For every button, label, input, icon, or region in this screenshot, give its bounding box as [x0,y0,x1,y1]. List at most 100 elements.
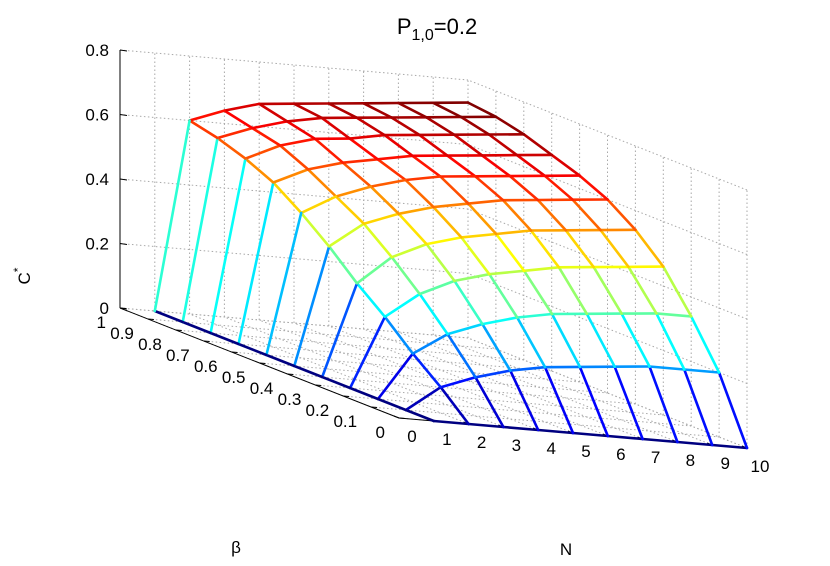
surface-edge [299,211,331,248]
surface-edge [494,232,526,273]
surface-edge [439,175,470,205]
y-tick-mark [175,329,182,331]
surface-edge [613,365,644,441]
surface-edge [634,228,665,268]
surface-edge [487,133,519,157]
tick-labels: 00.20.40.60.800.10.20.30.40.50.60.70.80.… [85,41,769,476]
x-tick-label: 8 [686,451,695,470]
z-tick-mark [119,49,128,52]
y-tick-mark [343,395,350,397]
surface-edge [265,353,296,368]
surface-edge [223,102,261,112]
surface-mesh [153,101,749,450]
surface-edge [306,168,338,198]
surface-edge [543,365,575,435]
surface-edge [432,202,470,209]
surface-edge [355,116,386,137]
surface-edge [522,265,561,273]
x-tick-label: 0 [407,427,416,446]
surface-edge [348,386,380,401]
surface-edge [689,315,721,374]
surface-edge [411,154,442,178]
surface-edge [320,116,352,140]
surface-edge [522,269,554,316]
surface-edge [285,120,317,141]
surface-edge [487,272,519,319]
surface-edge [209,157,247,335]
surface-edge [474,375,505,429]
surface-edge [369,178,407,188]
surface-edge [320,375,352,390]
z-tick-label: 0.6 [85,106,109,125]
surface-edge [431,101,463,119]
surface-edge [487,269,526,276]
surface-edge [223,109,254,130]
y-tick-mark [371,406,378,408]
surface-edge [606,434,644,441]
y-tick-label: 1 [97,313,106,332]
surface-edge [376,154,414,161]
surface-edge [474,369,512,379]
surface-edge [292,364,324,379]
surface-edge [411,332,449,355]
surface-edge [515,316,547,369]
surface-edge [327,102,359,119]
x-axis-label: N [560,540,572,559]
surface-edge [466,101,498,119]
surface-edge [522,133,554,157]
surface-edge [418,133,449,157]
z-tick-mark [119,243,128,245]
surface-edge [397,101,428,119]
y-tick-label: 0.1 [333,412,357,431]
surface-edge [216,126,254,140]
surface-edge [376,352,415,401]
surface-edge [418,292,449,336]
surface-edge [153,119,191,313]
surface-edge [439,375,477,389]
surface-edge [209,331,240,346]
z-tick-label: 0.8 [85,41,109,60]
surface-edge [655,312,686,371]
surface-edge [181,136,219,324]
surface-edge [362,222,394,259]
surface-edge [320,281,359,379]
y-tick-label: 0.5 [222,368,246,387]
surface-edge [564,229,596,269]
surface-edge [648,365,679,444]
y-tick-label: 0.2 [306,401,330,420]
surface-edge [571,198,602,232]
grid-layer [119,49,748,449]
surface-edge [327,245,359,285]
surface-edge [383,133,414,158]
surface-edge [355,255,394,285]
surface-edge [432,205,463,239]
surface-edge [390,116,421,137]
surface-edge [494,115,526,136]
surface-edge [445,154,477,178]
surface-edge [292,102,324,120]
surface-edge [404,408,436,423]
surface-edge [418,279,456,296]
surface-edge [508,369,540,432]
y-tick-label: 0.7 [166,346,190,365]
surface-edge [390,255,422,296]
surface-edge [348,315,387,390]
surface-edge [655,312,693,318]
surface-edge [557,265,589,316]
x-tick-label: 7 [651,448,660,467]
surface-edge [244,157,275,184]
surface-edge [383,292,422,319]
surface-edge [480,154,512,178]
z-tick-mark [119,114,128,116]
surface-edge [404,175,442,182]
x-tick-label: 3 [512,436,521,455]
surface-edge [376,158,407,182]
surface-edge [404,385,443,412]
surface-edge [278,137,317,147]
surface-edge [251,120,289,130]
surface-edge [341,158,380,164]
surface-edge [550,312,582,369]
x-tick-label: 1 [442,430,451,449]
surface-edge [244,144,282,160]
surface-edge [404,178,435,209]
